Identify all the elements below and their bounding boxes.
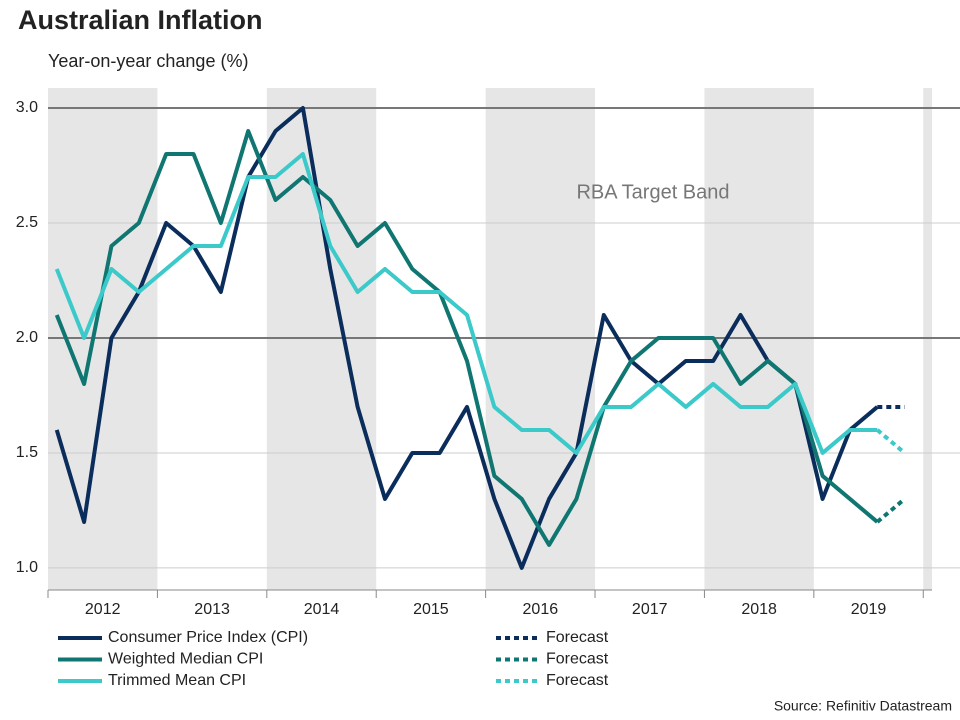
year-shade <box>485 88 596 590</box>
x-tick-label: 2016 <box>523 601 559 618</box>
x-tick-label: 2015 <box>413 601 449 618</box>
series-line <box>54 151 878 455</box>
legend-label: Trimmed Mean CPI <box>108 672 246 689</box>
chart-title: Australian Inflation <box>18 5 263 35</box>
series-line <box>54 129 879 547</box>
source: Source: Refinitiv Datastream <box>774 698 952 714</box>
chart-subtitle: Year-on-year change (%) <box>48 51 248 71</box>
year-shade <box>266 88 377 590</box>
forecast-line <box>876 428 906 455</box>
legend-label: Forecast <box>546 629 609 646</box>
legend-label: Forecast <box>546 651 609 668</box>
annotation: RBA Target Band <box>576 181 729 203</box>
y-tick-label: 3.0 <box>16 99 38 116</box>
x-tick-label: 2014 <box>304 601 340 618</box>
x-tick-label: 2019 <box>851 601 887 618</box>
y-tick-label: 1.5 <box>16 444 38 461</box>
x-tick-label: 2013 <box>194 601 230 618</box>
x-tick-label: 2018 <box>741 601 777 618</box>
y-tick-label: 1.0 <box>16 559 38 576</box>
legend-label: Consumer Price Index (CPI) <box>108 629 308 646</box>
y-tick-label: 2.0 <box>16 329 38 346</box>
x-tick-label: 2017 <box>632 601 668 618</box>
legend-label: Forecast <box>546 672 609 689</box>
year-shade <box>704 88 814 590</box>
y-tick-label: 2.5 <box>16 214 38 231</box>
legend-label: Weighted Median CPI <box>108 651 263 668</box>
x-tick-label: 2012 <box>85 601 121 618</box>
forecast-line <box>876 497 906 524</box>
year-shade <box>923 88 932 590</box>
